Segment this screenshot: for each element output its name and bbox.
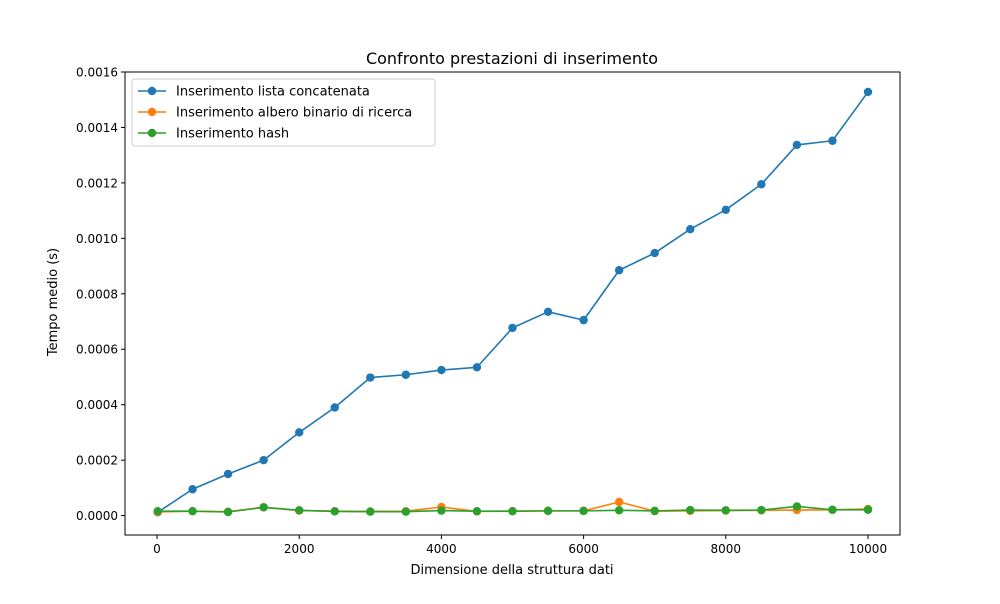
data-point [614,266,624,275]
x-axis-label: Dimensione della struttura dati [410,563,613,578]
y-tick-label: 0.0002 [76,454,118,468]
data-point [579,506,588,516]
y-tick-label: 0.0014 [76,121,118,135]
data-point [472,506,482,516]
data-point [401,370,411,379]
x-tick-label: 8000 [711,542,742,556]
y-tick-label: 0.0000 [76,509,118,523]
data-point [437,365,446,375]
legend-label: Inserimento lista concatenata [176,85,370,100]
y-tick-label: 0.0012 [76,176,118,190]
data-point [437,506,446,515]
chart-title: Confronto prestazioni di inserimento [366,49,658,68]
data-point [863,505,873,514]
data-point [757,180,766,189]
data-point [614,497,624,507]
data-point [650,248,659,258]
data-point [721,506,730,515]
data-point [579,315,588,325]
data-point [686,225,695,234]
legend-marker [147,86,157,96]
y-tick-label: 0.0008 [76,287,118,301]
legend-item: Inserimento albero binario di ricerca [138,106,412,121]
legend-marker [147,107,157,117]
data-point [366,507,375,516]
data-point [188,485,197,494]
y-tick-label: 0.0006 [76,343,118,357]
data-point [757,505,766,515]
legend: Inserimento lista concatenata Inserimento… [131,78,436,147]
series-3 [153,502,873,517]
y-tick-label: 0.0004 [76,398,118,412]
data-point [223,507,233,517]
x-axis: 0 2000 4000 6000 8000 10000 [153,535,887,556]
y-axis-label: Tempo medio (s) [46,248,61,357]
legend-marker [147,128,157,138]
data-point [330,507,339,516]
data-point [401,507,411,516]
data-point [295,506,304,515]
data-point [295,428,304,437]
y-axis: 0.0000 0.0002 0.0004 0.0006 0.0008 0.0010 0.00… [76,66,125,523]
data-point [828,505,837,514]
plot-frame [124,71,901,536]
legend-item: Inserimento lista concatenata [138,85,370,100]
x-tick-label: 4000 [426,542,457,556]
data-point [472,363,482,372]
plot-background [125,72,900,535]
x-tick-label: 6000 [568,542,599,556]
data-point [543,506,553,516]
x-tick-label: 0 [153,542,161,556]
x-tick-label: 10000 [849,542,887,556]
data-point [863,87,873,97]
plot-area [124,71,901,536]
data-point [508,506,517,516]
y-tick-label: 0.0010 [76,232,118,246]
legend-label: Inserimento albero binario di ricerca [176,106,412,121]
data-point [686,505,695,515]
data-point [223,469,233,479]
data-point [188,506,197,516]
legend-box [131,78,436,147]
data-point [330,403,339,412]
data-point [614,506,624,515]
data-point [153,506,162,516]
data-point [792,502,802,511]
data-point [259,455,268,465]
x-tick-label: 2000 [284,542,315,556]
legend-label: Inserimento hash [176,127,289,142]
y-tick-label: 0.0016 [76,66,118,80]
data-point [508,323,517,333]
legend-item: Inserimento hash [138,127,289,142]
data-point [721,205,730,214]
data-point [650,506,659,516]
data-point [828,136,837,145]
data-point [792,140,802,150]
data-point [259,503,268,512]
data-point [543,307,553,317]
data-point [366,373,375,382]
